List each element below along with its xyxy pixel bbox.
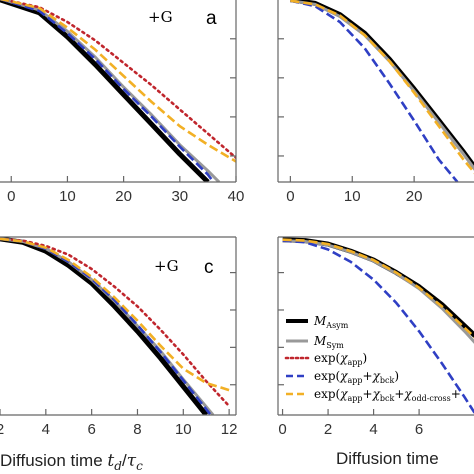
series-line-app-bck [0,237,212,415]
series-line-app-bck-odd [0,237,230,392]
panel-c-lines [0,237,231,415]
panel-d: 0 2 4 6 Diffusion time MAsym MSym exp(χapp)… [277,236,474,468]
series-line-app [0,0,236,160]
panel-d-lines [282,237,474,415]
series-line-M-asym [0,0,210,182]
legend-label-app-bck-odd: exp(χapp+χbck+χodd-cross+ [314,387,461,403]
series-line-app-bck-odd [0,0,236,163]
x-tick-label: 6 [415,421,423,438]
series-line-app [0,237,231,408]
panel-c: 2 4 6 8 10 12 +G c Diffusion time td/τc [0,236,238,473]
panel-c-annotation: +G [154,257,179,275]
panel-c-xlabel: Diffusion time td/τc [0,451,143,473]
x-tick-label: 6 [87,421,95,438]
x-tick-label: 10 [175,421,192,438]
series-line-app-bck-odd [282,238,474,339]
x-tick-label: 4 [42,421,50,438]
series-line-app-bck [290,0,459,182]
legend-label-app-bck: exp(χapp+χbck) [314,369,399,385]
legend-label-m-sym: MSym [313,334,344,350]
x-tick-label: 10 [59,188,76,205]
x-tick-label: 20 [406,188,423,205]
panel-a-letter: a [206,8,217,29]
x-tick-label: 10 [344,188,361,205]
legend-label-m-asym: MAsym [313,314,349,330]
panel-d-xlabel: Diffusion time [336,449,439,468]
panel-b: 0 10 20 [277,0,474,205]
series-line-M-sym [290,0,474,171]
x-tick-label: 12 [221,421,238,438]
series-line-M-asym [290,0,474,171]
panel-a-ticks: 0 10 20 30 40 [7,38,245,205]
x-tick-label: 40 [228,188,245,205]
series-line-M-sym [0,0,221,182]
series-line-M-sym [282,239,474,344]
legend: MAsym MSym exp(χapp) exp(χapp+χbck) exp(… [284,314,461,403]
x-tick-label: 2 [324,421,332,438]
series-line-app-bck [282,239,474,415]
x-tick-label: 30 [171,188,188,205]
panel-a-lines [0,0,236,182]
x-tick-label: 0 [286,188,294,205]
series-line-app-bck [0,0,215,182]
panel-c-letter: c [204,257,214,278]
panel-a: 0 10 20 30 40 +G a [0,0,244,205]
x-tick-label: 4 [369,421,377,438]
x-tick-label: 20 [115,188,132,205]
panel-d-ticks: 0 2 4 6 [278,272,423,438]
series-line-M-sym [0,237,215,415]
legend-label-app: exp(χapp) [314,351,367,367]
x-tick-label: 0 [278,421,286,438]
panel-b-lines [290,0,474,182]
x-tick-label: 2 [0,421,4,438]
panel-c-ticks: 2 4 6 8 10 12 [0,272,238,438]
x-tick-label: 0 [7,188,15,205]
panel-a-annotation: +G [148,8,173,26]
series-line-app-bck-odd [290,0,474,175]
series-line-M-asym [0,237,209,415]
panel-b-ticks: 0 10 20 [278,38,423,205]
series-line-M-asym [282,237,474,339]
x-tick-label: 8 [133,421,141,438]
